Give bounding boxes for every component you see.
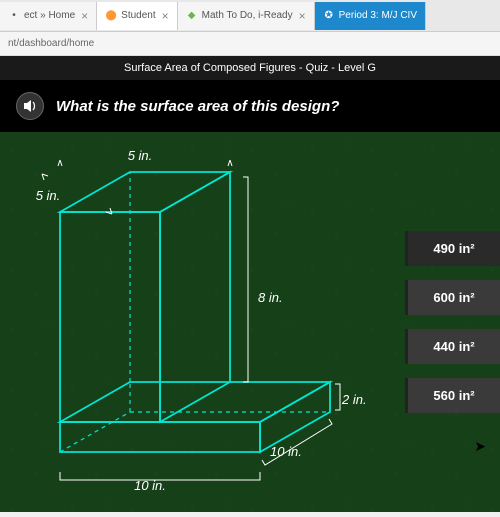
browser-tab-period3[interactable]: ✪ Period 3: M/J CIV — [315, 2, 426, 30]
browser-tab-student[interactable]: ⬤ Student × — [97, 2, 178, 30]
audio-button[interactable] — [16, 92, 44, 120]
browser-tab-home[interactable]: • ect » Home × — [0, 2, 97, 30]
answer-option-3[interactable]: 440 in² — [405, 329, 500, 364]
dim-base-depth: 10 in. — [270, 444, 302, 459]
answer-option-2[interactable]: 600 in² — [405, 280, 500, 315]
answer-option-1[interactable]: 490 in² — [405, 231, 500, 266]
figure-area: 5 in. 5 in. 8 in. 2 in. 10 in. 10 in. — [0, 132, 405, 512]
dim-short-height: 2 in. — [341, 392, 367, 407]
composite-prism-figure: 5 in. 5 in. 8 in. 2 in. 10 in. 10 in. — [0, 132, 405, 512]
answer-text: 440 in² — [433, 339, 474, 354]
browser-tab-iready[interactable]: ◆ Math To Do, i-Ready × — [178, 2, 315, 30]
close-icon[interactable]: × — [81, 9, 88, 23]
dim-tall-height: 8 in. — [258, 290, 283, 305]
close-icon[interactable]: × — [162, 9, 169, 23]
tab-icon: • — [8, 10, 20, 22]
tab-label: ect » Home — [24, 10, 75, 21]
question-bar: What is the surface area of this design? — [0, 80, 500, 132]
question-text: What is the surface area of this design? — [56, 98, 339, 115]
tab-icon: ◆ — [186, 10, 198, 22]
lesson-title-bar: Surface Area of Composed Figures - Quiz … — [0, 56, 500, 80]
tab-label: Math To Do, i-Ready — [202, 10, 293, 21]
answer-text: 560 in² — [433, 388, 474, 403]
url-bar[interactable]: nt/dashboard/home — [0, 32, 500, 56]
content-area: 5 in. 5 in. 8 in. 2 in. 10 in. 10 in. 49… — [0, 132, 500, 512]
tab-label: Period 3: M/J CIV — [339, 10, 417, 21]
answer-text: 600 in² — [433, 290, 474, 305]
lesson-title: Surface Area of Composed Figures - Quiz … — [124, 62, 376, 74]
dim-top-width: 5 in. — [128, 148, 153, 163]
tab-icon: ✪ — [323, 10, 335, 22]
close-icon[interactable]: × — [299, 9, 306, 23]
tab-label: Student — [121, 10, 155, 21]
url-text: nt/dashboard/home — [8, 38, 94, 49]
speaker-icon — [22, 98, 38, 114]
cursor-icon: ➤ — [474, 438, 486, 455]
dim-top-depth: 5 in. — [36, 188, 61, 203]
answers-area: 490 in² 600 in² 440 in² 560 in² ➤ — [405, 132, 500, 512]
tab-icon: ⬤ — [105, 10, 117, 22]
answer-option-4[interactable]: 560 in² — [405, 378, 500, 413]
browser-tabs-bar: • ect » Home × ⬤ Student × ◆ Math To Do,… — [0, 0, 500, 32]
answer-text: 490 in² — [433, 241, 474, 256]
